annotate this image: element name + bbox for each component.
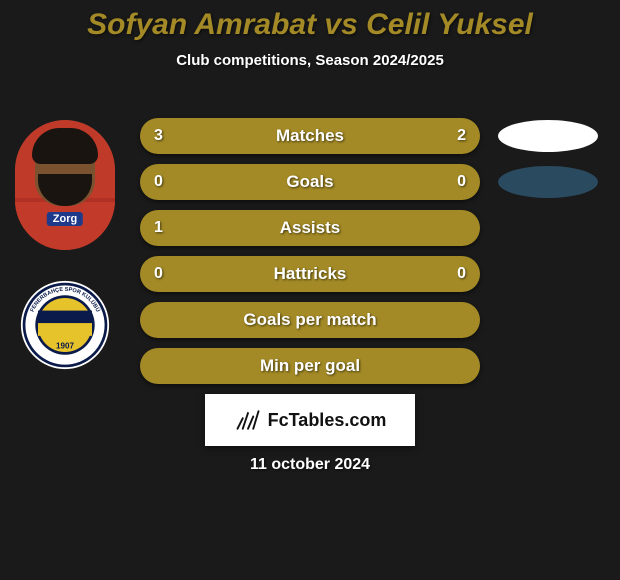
stat-right-value: 0 <box>457 173 466 191</box>
stat-left-value: 3 <box>154 127 163 145</box>
stat-label: Matches <box>276 126 344 146</box>
stat-right-value: 2 <box>457 127 466 145</box>
player-ellipse <box>498 166 598 198</box>
watermark-text: FcTables.com <box>268 410 387 431</box>
watermark: FcTables.com <box>205 394 415 446</box>
page-subtitle: Club competitions, Season 2024/2025 <box>0 52 620 69</box>
stat-label: Goals per match <box>243 310 376 330</box>
stat-label: Hattricks <box>274 264 347 284</box>
stat-row: 3 Matches 2 <box>140 118 480 154</box>
player-avatar <box>15 120 115 250</box>
stat-right-value: 0 <box>457 265 466 283</box>
stats-container: 3 Matches 2 0 Goals 0 1 Assists 0 Hattricks 0 Goals… <box>140 118 480 394</box>
stat-row: 0 Hattricks 0 <box>140 256 480 292</box>
date-label: 11 october 2024 <box>250 456 370 474</box>
stat-row: Goals per match <box>140 302 480 338</box>
comparison-card: Sofyan Amrabat vs Celil Yuksel Club comp… <box>0 0 620 580</box>
club-badge: FENERBAHÇE SPOR KULÜBÜ 1907 <box>20 280 110 370</box>
stat-left-value: 0 <box>154 265 163 283</box>
stat-left-value: 1 <box>154 219 163 237</box>
right-player-column <box>490 118 605 212</box>
svg-text:1907: 1907 <box>56 341 74 350</box>
stat-row: 0 Goals 0 <box>140 164 480 200</box>
fctables-icon <box>234 406 262 434</box>
stat-label: Goals <box>286 172 333 192</box>
player-jersey <box>15 202 115 250</box>
player-ellipse <box>498 120 598 152</box>
stat-row: 1 Assists <box>140 210 480 246</box>
stat-label: Min per goal <box>260 356 360 376</box>
stat-label: Assists <box>280 218 340 238</box>
left-player-column: FENERBAHÇE SPOR KULÜBÜ 1907 <box>10 120 120 370</box>
stat-row: Min per goal <box>140 348 480 384</box>
page-title: Sofyan Amrabat vs Celil Yuksel <box>0 0 620 42</box>
stat-left-value: 0 <box>154 173 163 191</box>
